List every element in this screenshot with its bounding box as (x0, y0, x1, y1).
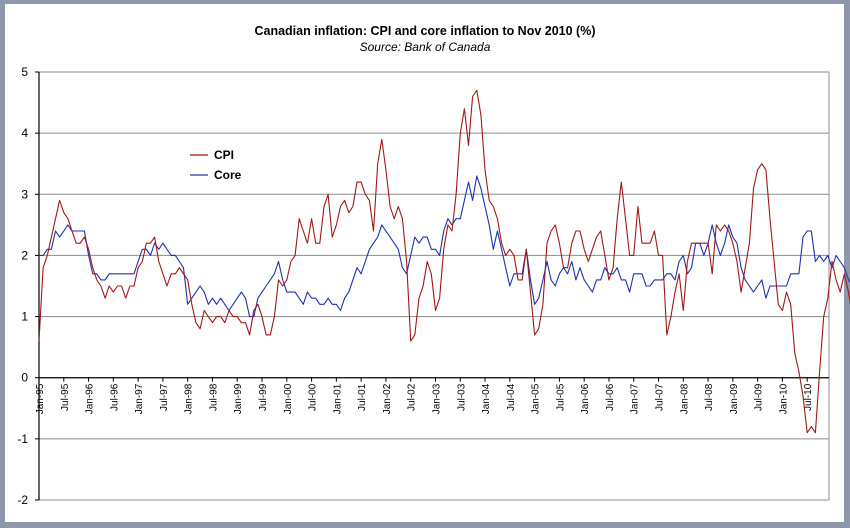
x-tick-label: Jul-05 (555, 383, 566, 411)
y-axis-ticks: 5 4 3 2 1 0 -1 -2 (17, 65, 39, 507)
x-tick-label: Jan-00 (283, 383, 294, 414)
x-tick-label: Jan-05 (531, 383, 542, 414)
y-tick-label: 4 (21, 126, 28, 140)
x-tick-label: Jul-10 (803, 383, 814, 411)
x-tick-label: Jul-97 (159, 383, 170, 411)
x-tick-label: Jan-04 (481, 383, 492, 414)
gridlines (39, 71, 829, 501)
axes (38, 72, 830, 500)
y-tick-label: 3 (21, 187, 28, 201)
x-tick-label: Jul-08 (704, 383, 715, 411)
x-tick-label: Jul-07 (655, 383, 666, 411)
y-tick-label: 2 (21, 248, 28, 262)
x-tick-label: Jan-10 (778, 383, 789, 414)
y-tick-label: -1 (17, 432, 28, 446)
x-tick-label: Jul-01 (357, 383, 368, 411)
x-tick-label: Jul-04 (506, 383, 517, 411)
legend: CPI Core (190, 148, 242, 182)
y-tick-label: -2 (17, 493, 28, 507)
series-line-cpi (38, 89, 850, 434)
x-tick-label: Jan-06 (580, 383, 591, 414)
x-tick-label: Jan-03 (431, 383, 442, 414)
x-tick-label: Jul-99 (258, 383, 269, 411)
series-line-core (39, 175, 850, 318)
x-tick-label: Jul-98 (208, 383, 219, 411)
chart-title: Canadian inflation: CPI and core inflati… (254, 24, 596, 38)
chart-frame (5, 4, 844, 522)
x-tick-label: Jul-09 (754, 383, 765, 411)
y-tick-label: 1 (21, 310, 28, 324)
x-tick-label: Jul-95 (60, 383, 71, 411)
x-tick-label: Jan-98 (184, 383, 195, 414)
x-tick-label: Jan-09 (729, 383, 740, 414)
x-tick-label: Jan-08 (679, 383, 690, 414)
x-tick-label: Jan-96 (85, 383, 96, 414)
x-tick-label: Jul-00 (308, 383, 319, 411)
x-tick-label: Jul-03 (456, 383, 467, 411)
x-axis-ticks: Jan-95 Jul-95 Jan-96 Jul-96 Jan-97 Jul-97 Jan-… (35, 377, 814, 414)
chart-subtitle: Source: Bank of Canada (359, 40, 491, 54)
x-tick-label: Jan-02 (382, 383, 393, 414)
series-lines (38, 89, 850, 434)
y-tick-label: 0 (21, 371, 28, 385)
x-tick-label: Jul-96 (109, 383, 120, 411)
x-tick-label: Jul-02 (407, 383, 418, 411)
x-tick-label: Jul-06 (605, 383, 616, 411)
x-tick-label: Jan-99 (233, 383, 244, 414)
x-tick-label: Jan-97 (134, 383, 145, 414)
x-tick-label: Jan-07 (630, 383, 641, 414)
x-tick-label: Jan-95 (35, 383, 46, 414)
x-tick-label: Jan-01 (332, 383, 343, 414)
y-tick-label: 5 (21, 65, 28, 79)
legend-label-core: Core (214, 168, 242, 182)
legend-label-cpi: CPI (214, 148, 234, 162)
